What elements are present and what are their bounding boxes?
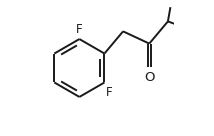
Text: F: F <box>76 23 83 36</box>
Text: O: O <box>144 71 155 84</box>
Text: F: F <box>106 86 112 99</box>
